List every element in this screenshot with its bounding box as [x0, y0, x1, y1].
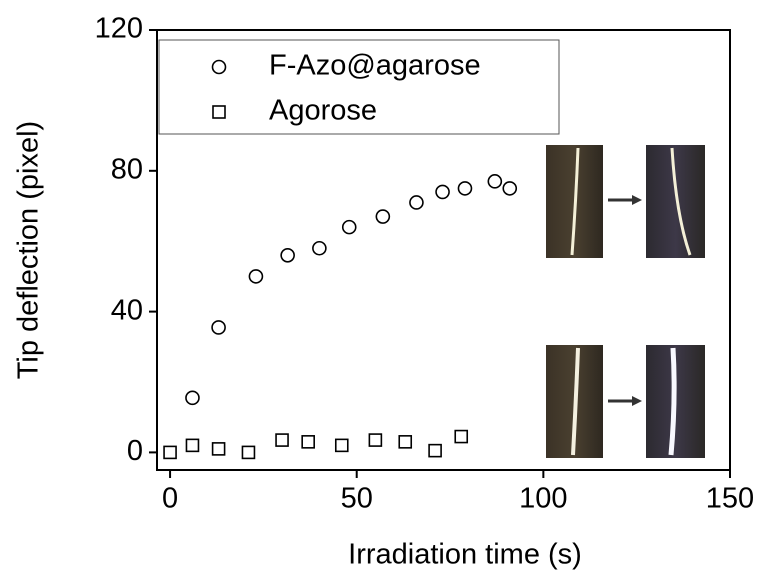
circle-marker [312, 240, 327, 256]
circle-marker [435, 184, 450, 200]
square-marker [334, 438, 349, 453]
circle-marker [502, 181, 518, 196]
x-tick-label: 50 [341, 483, 373, 515]
circle-marker [409, 195, 424, 210]
x-tick-label: 150 [706, 483, 754, 515]
circle-marker [341, 219, 357, 235]
circle-marker [248, 269, 264, 284]
y-tick-label: 80 [111, 153, 143, 185]
square-marker [301, 435, 315, 449]
plot-frame [156, 29, 731, 471]
y-tick-label: 120 [95, 13, 143, 45]
square-marker [275, 433, 289, 447]
circle-marker [457, 181, 473, 196]
x-axis-label: Irradiation time (s) [348, 539, 582, 571]
legend-marker [212, 105, 226, 119]
square-marker [454, 429, 469, 444]
inset-photos [546, 145, 705, 458]
circle-marker [211, 320, 226, 335]
square-marker [241, 445, 256, 460]
x-tick-label: 0 [162, 483, 178, 515]
x-tick-label: 100 [519, 483, 567, 515]
y-tick-label: 40 [111, 294, 143, 326]
circle-marker [280, 247, 295, 263]
square-marker [368, 433, 383, 447]
legend-marker [211, 59, 227, 75]
square-marker [163, 445, 177, 460]
y-tick-label: 0 [127, 435, 143, 467]
circle-marker [487, 174, 503, 189]
square-marker [211, 442, 226, 456]
legend-label: F-Azo@agarose [269, 50, 481, 82]
square-marker [185, 438, 200, 453]
square-marker [428, 443, 442, 458]
circle-marker [185, 390, 200, 406]
legend-label: Agorose [269, 95, 377, 127]
circle-marker [375, 209, 391, 224]
square-marker [398, 435, 413, 449]
y-axis-label: Tip deflection (pixel) [13, 121, 45, 379]
